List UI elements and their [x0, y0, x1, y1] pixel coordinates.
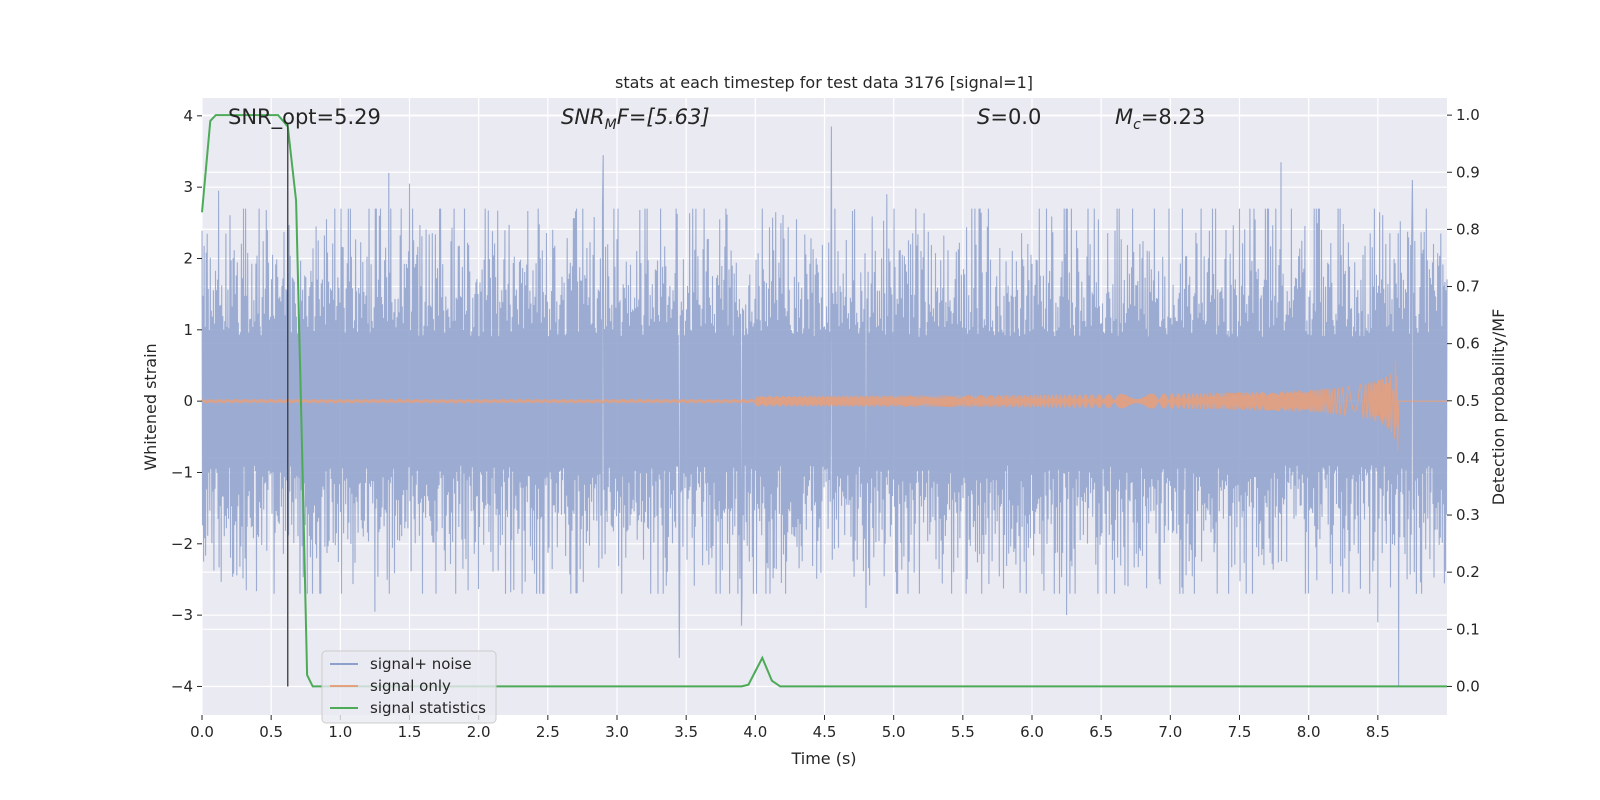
y2-axis-label: Detection probability/MF: [1489, 309, 1508, 506]
x-tick-label: 6.0: [1020, 723, 1044, 741]
x-tick-label: 1.0: [328, 723, 352, 741]
signal-statistics-line: [201, 114, 1447, 688]
x-tick-label: 4.0: [743, 723, 767, 741]
y2-tick-label: 0.5: [1456, 392, 1480, 410]
chart-title: stats at each timestep for test data 317…: [615, 73, 1033, 92]
y2-tick-label: 0.7: [1456, 278, 1480, 296]
y2-tick-label: 0.1: [1456, 620, 1480, 638]
x-tick-label: 5.5: [951, 723, 975, 741]
x-tick-label: 2.0: [467, 723, 491, 741]
legend-label-signal-only: signal only: [370, 677, 451, 695]
y2-tick-label: 0.3: [1456, 506, 1480, 524]
y2-tick-label: 0.8: [1456, 220, 1480, 238]
legend-label-signal-statistics: signal statistics: [370, 699, 486, 717]
snr-mf-rest: F=[5.63]: [617, 105, 710, 129]
s-rest: =0.0: [990, 105, 1041, 129]
x-tick-label: 7.5: [1228, 723, 1252, 741]
snr-mf-sub: M: [605, 117, 617, 133]
x-tick-label: 0.0: [190, 723, 214, 741]
s-annotation: S=0.0: [977, 105, 1041, 129]
x-tick-label: 0.5: [259, 723, 283, 741]
x-tick-label: 8.5: [1366, 723, 1390, 741]
signal-statistics-series: [201, 114, 1447, 688]
x-tick-label: 4.5: [813, 723, 837, 741]
y-tick-label: 2: [183, 249, 193, 267]
y-tick-label: 0: [183, 392, 193, 410]
y2-tick-label: 0.2: [1456, 563, 1480, 581]
mc-rest: =8.23: [1141, 105, 1205, 129]
signal-only-line: [201, 360, 1447, 451]
x-axis-label: Time (s): [790, 749, 856, 768]
x-tick-label: 7.0: [1158, 723, 1182, 741]
y-tick-label: −2: [171, 535, 193, 553]
y2-tick-label: 1.0: [1456, 106, 1480, 124]
x-tick-label: 8.0: [1297, 723, 1321, 741]
y-tick-label: −4: [171, 677, 193, 695]
legend: signal+ noise signal only signal statist…: [321, 650, 497, 724]
axis-ticks: 0.0 0.5 1.0 1.5 2.0 2.5 3.0 3.5 4.0 4.5 5.0 5.5 6.0 6…: [171, 106, 1480, 741]
signal-only-series: [201, 360, 1447, 451]
snr-mf-annotation: SNRMF=[5.63]: [561, 105, 710, 133]
snr-opt-annotation: SNR_opt=5.29: [228, 105, 381, 130]
y-tick-label: 1: [183, 321, 193, 339]
mc-sub: c: [1133, 117, 1141, 133]
mc-main: M: [1115, 105, 1133, 129]
y2-tick-label: 0.4: [1456, 449, 1480, 467]
s-main: S: [977, 105, 990, 129]
x-tick-label: 6.5: [1089, 723, 1113, 741]
snr-mf-main: SNR: [561, 105, 605, 129]
y2-tick-label: 0.0: [1456, 677, 1480, 695]
y-tick-label: −3: [171, 606, 193, 624]
legend-label-signal-noise: signal+ noise: [370, 655, 472, 673]
y2-tick-label: 0.6: [1456, 335, 1480, 353]
x-tick-label: 3.5: [674, 723, 698, 741]
y-tick-label: −1: [171, 463, 193, 481]
y2-tick-label: 0.9: [1456, 163, 1480, 181]
x-tick-label: 5.0: [882, 723, 906, 741]
y-tick-label: 4: [183, 107, 193, 125]
x-tick-label: 1.5: [398, 723, 422, 741]
y-tick-label: 3: [183, 178, 193, 196]
x-tick-label: 3.0: [605, 723, 629, 741]
signal-noise-series: [201, 126, 1448, 687]
signal-noise-line: [201, 126, 1448, 687]
mc-annotation: Mc=8.23: [1115, 105, 1205, 133]
legend-box: [321, 650, 497, 724]
x-tick-label: 2.5: [536, 723, 560, 741]
y-axis-label: Whitened strain: [141, 343, 160, 470]
